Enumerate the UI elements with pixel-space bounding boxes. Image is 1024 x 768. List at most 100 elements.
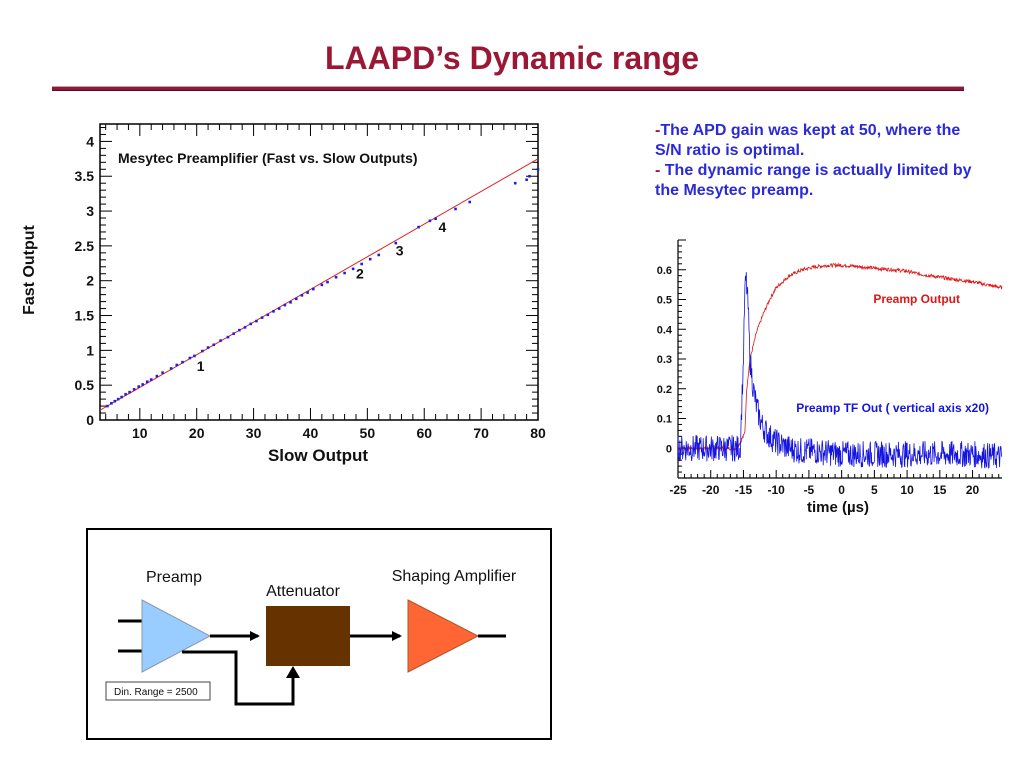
preamp-tf-out-trace: [677, 272, 1003, 469]
scatter-point: [226, 335, 230, 339]
scatter-point: [161, 371, 164, 374]
scatter-point: [417, 225, 420, 229]
scatter-point: [128, 390, 131, 394]
scatter-point: [169, 367, 173, 370]
time-y-tick-label: 0.6: [657, 265, 672, 277]
time-x-tick-label: 10: [900, 483, 914, 497]
time-x-tick-label: -10: [768, 483, 786, 497]
dynamic-range-box: [105, 681, 211, 701]
scatter-point: [106, 404, 109, 408]
scatter-point: [219, 339, 222, 342]
scatter-point: [300, 294, 304, 297]
y-tick-label: 1: [86, 342, 94, 358]
scatter-point: [113, 399, 117, 403]
time-y-tick-label: 0.4: [657, 324, 673, 336]
scatter-point: [124, 392, 127, 396]
signal-chain-diagram: Preamp Attenuator Shaping Amplifier Din.…: [86, 528, 552, 740]
scatter-point: [377, 253, 381, 257]
x-tick-label: 80: [530, 425, 546, 441]
scatter-title: Mesytec Preamplifier (Fast vs. Slow Outp…: [118, 150, 418, 166]
time-y-tick-label: 0.5: [657, 295, 672, 307]
bypass-arrowhead: [286, 666, 300, 678]
scatter-point: [277, 307, 281, 310]
scatter-x-axis-label: Slow Output: [268, 446, 368, 465]
scatter-point: [193, 354, 196, 358]
scatter-point: [454, 207, 457, 211]
scatter-point: [232, 332, 235, 335]
scatter-point: [212, 343, 216, 347]
scatter-y-axis-label: Fast Output: [21, 224, 38, 314]
scatter-annotation: 3: [396, 243, 404, 259]
scatter-point: [368, 257, 372, 261]
scatter-frame: [99, 123, 539, 421]
scatter-point: [260, 316, 264, 319]
scatter-point: [283, 303, 287, 307]
scatter-axes: 10 20 30 40 50 60 70 80 0 0.5 1 1.5 2 2.5 3 3.5 4: [75, 123, 546, 441]
scatter-point: [141, 383, 144, 386]
scatter-point: [525, 178, 528, 182]
time-x-tick-label: -20: [702, 483, 720, 497]
scatter-point: [312, 287, 315, 291]
note-1-text: The APD gain was kept at 50, where the S…: [655, 122, 961, 159]
scatter-point: [334, 275, 338, 279]
scatter-chart: 10 20 30 40 50 60 70 80 0 0.5 1 1.5 2 2.5 3 3.5 4 1 2 3 4 M…: [21, 123, 546, 465]
note-2-dash: -: [655, 162, 665, 179]
scatter-point: [155, 374, 159, 378]
note-1: -The APD gain was kept at 50, where the …: [655, 121, 985, 161]
scatter-point: [243, 326, 247, 329]
scatter-point: [137, 385, 140, 388]
x-tick-label: 10: [132, 425, 148, 441]
y-tick-label: 2.5: [75, 238, 95, 254]
time-y-tick-label: 0.3: [657, 354, 672, 366]
fit-line: [99, 158, 539, 411]
scatter-point: [132, 388, 136, 391]
y-tick-label: 0: [86, 412, 94, 428]
shaping-amplifier-label: Shaping Amplifier: [392, 568, 517, 585]
y-tick-label: 2: [86, 273, 94, 289]
note-2: - The dynamic range is actually limited …: [655, 161, 985, 201]
x-tick-label: 70: [473, 425, 489, 441]
scatter-point: [528, 174, 531, 178]
scatter-point: [116, 397, 120, 401]
x-tick-label: 60: [416, 425, 432, 441]
time-x-axis-label: time (µs): [807, 499, 869, 516]
scatter-point: [255, 319, 258, 323]
scatter-point: [320, 283, 324, 287]
legend-preamp-output: Preamp Output: [873, 292, 960, 306]
note-2-text: The dynamic range is actually limited by…: [655, 162, 972, 199]
time-axes: -25 -20 -15 -10 -5 0 5 10 15 20 0 0.1 0.2 0.3 0.4 0.5 0.…: [657, 239, 1002, 497]
time-y-tick-label: 0.1: [657, 414, 672, 426]
x-tick-label: 40: [303, 425, 319, 441]
scatter-point: [206, 346, 210, 349]
scatter-point: [289, 300, 292, 304]
scatter-point: [434, 217, 437, 221]
time-y-tick-label: 0.2: [657, 384, 672, 396]
scatter-point: [266, 313, 270, 317]
time-x-tick-label: 5: [871, 483, 878, 497]
time-x-tick-label: 20: [966, 483, 980, 497]
scatter-point: [536, 167, 540, 171]
time-x-tick-label: -15: [735, 483, 753, 497]
x-tick-label: 30: [246, 425, 262, 441]
y-tick-label: 3.5: [75, 168, 95, 184]
scatter-point: [175, 363, 179, 367]
time-marks: [677, 262, 1003, 469]
scatter-point: [326, 280, 329, 284]
scatter-point: [201, 349, 204, 353]
scatter-point: [428, 219, 432, 223]
scatter-point: [110, 401, 113, 405]
y-tick-label: 1.5: [75, 308, 95, 324]
x-tick-label: 50: [360, 425, 376, 441]
scatter-point: [238, 328, 241, 332]
y-tick-label: 0.5: [75, 377, 95, 393]
y-tick-label: 4: [86, 133, 94, 149]
notes-text: - The APD gain was kept at 50, where the …: [655, 121, 985, 201]
scatter-point: [188, 356, 192, 360]
scatter-point: [343, 271, 346, 275]
time-x-tick-label: 0: [838, 483, 845, 497]
scatter-point: [149, 378, 153, 381]
scatter-point: [272, 310, 275, 313]
scatter-point: [513, 181, 517, 185]
scatter-point: [249, 322, 253, 326]
time-x-tick-label: -25: [669, 483, 687, 497]
